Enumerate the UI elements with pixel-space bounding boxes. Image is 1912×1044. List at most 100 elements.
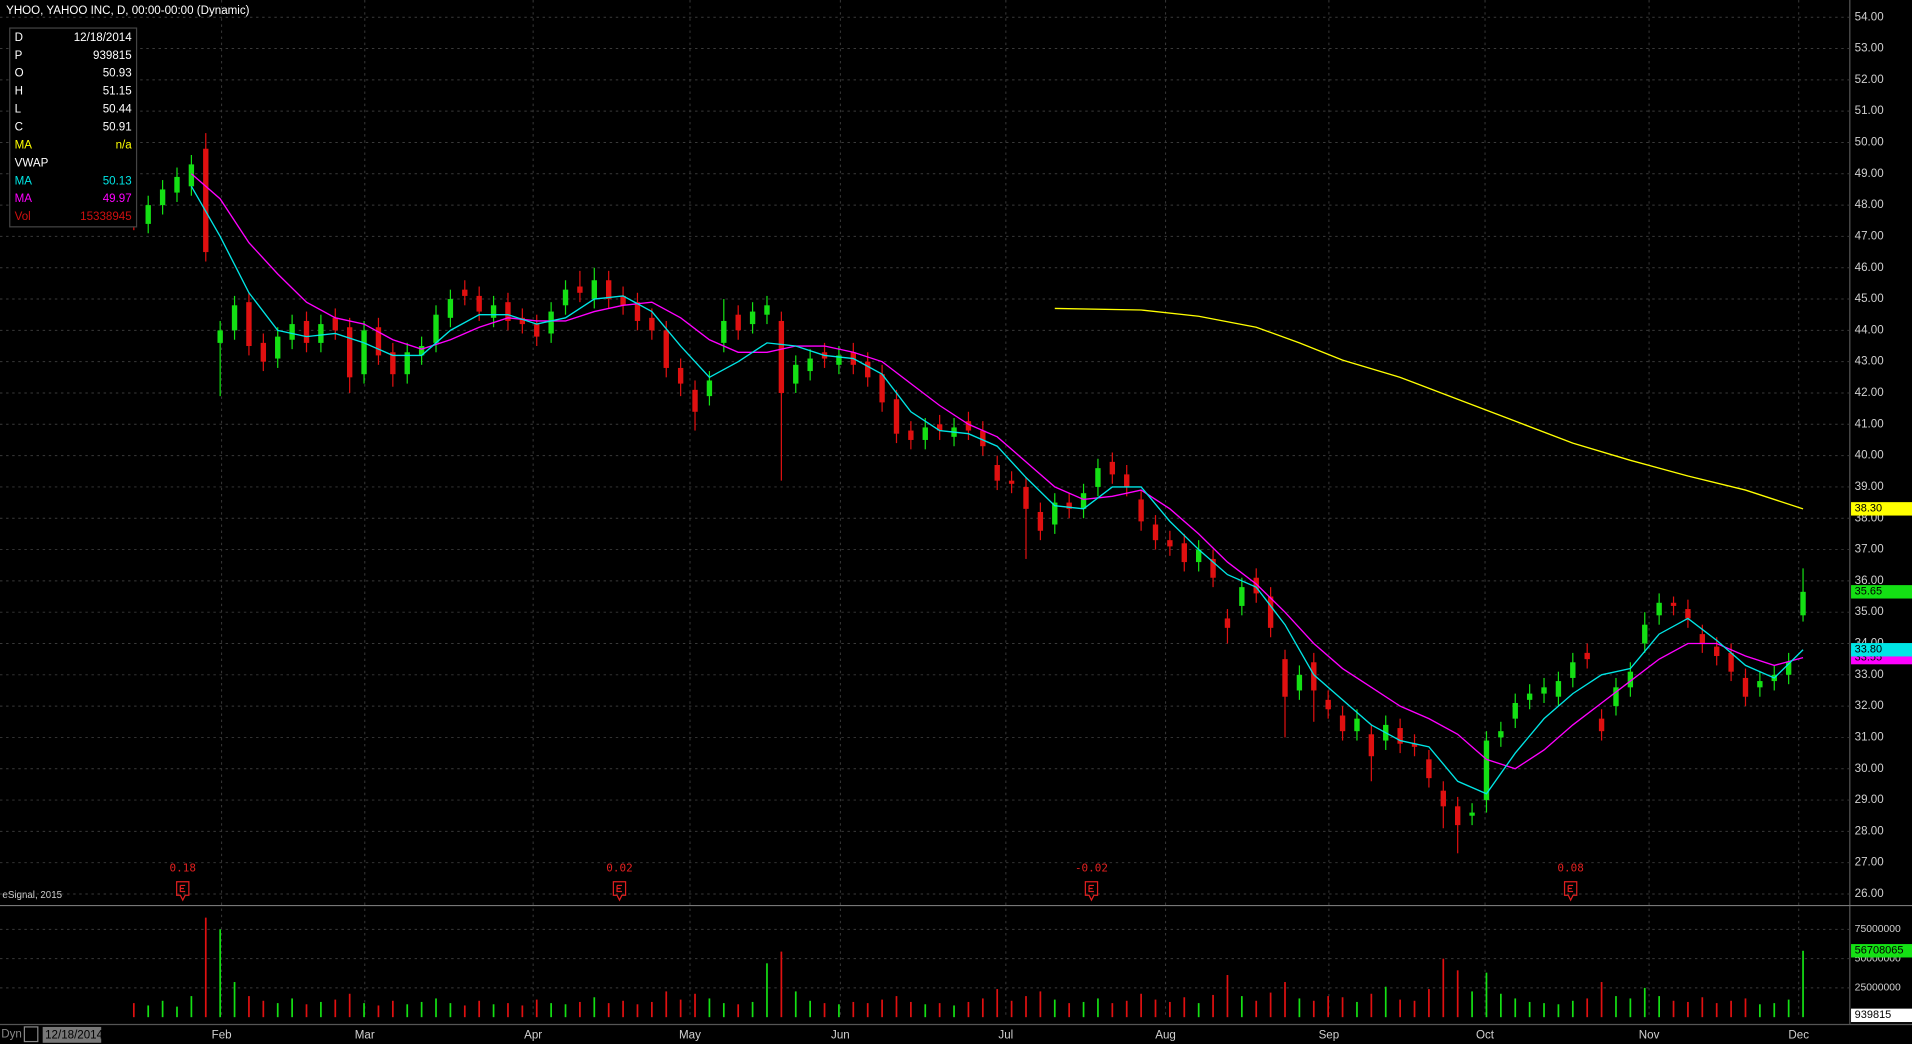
- data-window-value: 50.93: [103, 68, 132, 80]
- candle-body: [1095, 468, 1101, 487]
- candle-body: [1339, 715, 1346, 732]
- volume-tick-label: 50000000: [1855, 953, 1901, 964]
- y-tick-label: 43.00: [1855, 356, 1884, 368]
- value-tag: [1851, 643, 1912, 657]
- earnings-label: 0.02: [606, 861, 632, 874]
- candle-body: [1757, 681, 1763, 688]
- mode-icon[interactable]: [23, 1026, 39, 1043]
- ma-line: [190, 185, 1804, 795]
- candle-body: [361, 330, 367, 375]
- volume-bar: [694, 993, 696, 1018]
- date-label[interactable]: 12/18/2014: [45, 1030, 104, 1042]
- data-window-label: VWAP: [15, 157, 49, 169]
- candle-body: [1282, 659, 1288, 697]
- candle-body: [1483, 740, 1490, 801]
- volume-bar: [305, 1004, 308, 1018]
- candle-body: [778, 320, 785, 393]
- data-window-label: C: [15, 122, 23, 134]
- candle-body: [1311, 662, 1317, 691]
- volume-bar: [651, 1001, 653, 1018]
- volume-bar: [363, 1003, 365, 1018]
- y-tick-label: 45.00: [1855, 293, 1884, 305]
- x-tick-label: Apr: [524, 1030, 542, 1042]
- candle-body: [649, 317, 655, 331]
- volume-tick-label: 75000000: [1855, 924, 1901, 935]
- y-tick-label: 39.00: [1855, 481, 1884, 493]
- candle-body: [548, 311, 554, 334]
- volume-bar: [1586, 998, 1589, 1018]
- volume-bar: [751, 1001, 754, 1018]
- data-window-label: MA: [15, 175, 33, 187]
- candle-body: [677, 367, 684, 384]
- candle-body: [476, 295, 482, 312]
- earnings-label: 0.08: [1557, 861, 1583, 874]
- volume-bar: [478, 1000, 481, 1018]
- value-tag-label: 35.65: [1855, 586, 1882, 598]
- volume-bar: [866, 1003, 869, 1018]
- x-tick-label: Jul: [998, 1030, 1013, 1042]
- volume-bar: [1428, 989, 1430, 1018]
- volume-bar: [1399, 999, 1401, 1018]
- volume-bar: [291, 998, 293, 1018]
- volume-bar: [1269, 992, 1272, 1018]
- volume-bar: [1600, 982, 1603, 1018]
- volume-bar: [1082, 1001, 1085, 1018]
- candle-body: [1426, 759, 1432, 779]
- candle-body: [418, 346, 425, 356]
- volume-bar: [1442, 958, 1445, 1018]
- data-window-value: 12/18/2014: [74, 32, 133, 44]
- candle-body: [289, 324, 295, 340]
- chart-title: YHOO, YAHOO INC, D, 00:00-00:00 (Dynamic…: [6, 5, 250, 17]
- candle-body: [1598, 718, 1605, 732]
- candle-body: [879, 374, 885, 403]
- volume-bar: [334, 999, 337, 1018]
- data-window-label: O: [15, 68, 24, 80]
- candle-body: [390, 352, 396, 375]
- earnings-icon: [1563, 881, 1578, 902]
- volume-bar: [1097, 998, 1099, 1018]
- volume-bar: [248, 996, 250, 1018]
- y-tick-label: 49.00: [1855, 168, 1884, 180]
- candle-body: [1613, 687, 1619, 707]
- volume-bar: [1154, 999, 1157, 1018]
- candle-body: [231, 305, 238, 331]
- y-tick-label: 35.00: [1855, 606, 1884, 618]
- volume-bar: [1384, 986, 1387, 1018]
- candle-body: [318, 324, 324, 343]
- candle-body: [692, 389, 698, 412]
- candle-body: [1224, 618, 1231, 628]
- candle-body: [1440, 790, 1446, 807]
- candle-body: [994, 465, 1000, 481]
- candle-body: [519, 317, 526, 325]
- earnings-label: 0.18: [170, 861, 196, 874]
- volume-bar: [838, 1004, 840, 1018]
- volume-bar: [521, 1005, 524, 1018]
- date-box[interactable]: [42, 1026, 102, 1043]
- candle-body: [749, 311, 756, 325]
- volume-bar: [1528, 1001, 1531, 1018]
- volume-bar: [1787, 999, 1790, 1018]
- data-window-value: 51.15: [103, 86, 132, 98]
- volume-bar: [492, 1004, 495, 1018]
- mode-label[interactable]: Dyn: [1, 1028, 22, 1040]
- candle-body: [577, 286, 583, 293]
- candle-body: [1368, 734, 1375, 757]
- volume-bar: [1255, 1000, 1258, 1018]
- y-tick-label: 29.00: [1855, 794, 1884, 806]
- volume-bar: [1571, 1000, 1574, 1018]
- volume-bar: [1413, 1000, 1416, 1018]
- candle-body: [1656, 602, 1662, 616]
- y-tick-label: 53.00: [1855, 43, 1884, 55]
- data-window-value: 49.97: [103, 193, 132, 205]
- x-tick-label: Mar: [355, 1030, 375, 1042]
- y-tick-label: 46.00: [1855, 262, 1884, 274]
- earnings-label: -0.02: [1075, 861, 1108, 874]
- volume-bar: [780, 951, 783, 1018]
- value-tag: [1851, 585, 1912, 599]
- y-tick-label: 28.00: [1855, 825, 1884, 837]
- volume-bar: [924, 1004, 927, 1018]
- volume-bar: [320, 1001, 322, 1018]
- candle-body: [706, 380, 713, 397]
- volume-bar: [406, 1004, 409, 1018]
